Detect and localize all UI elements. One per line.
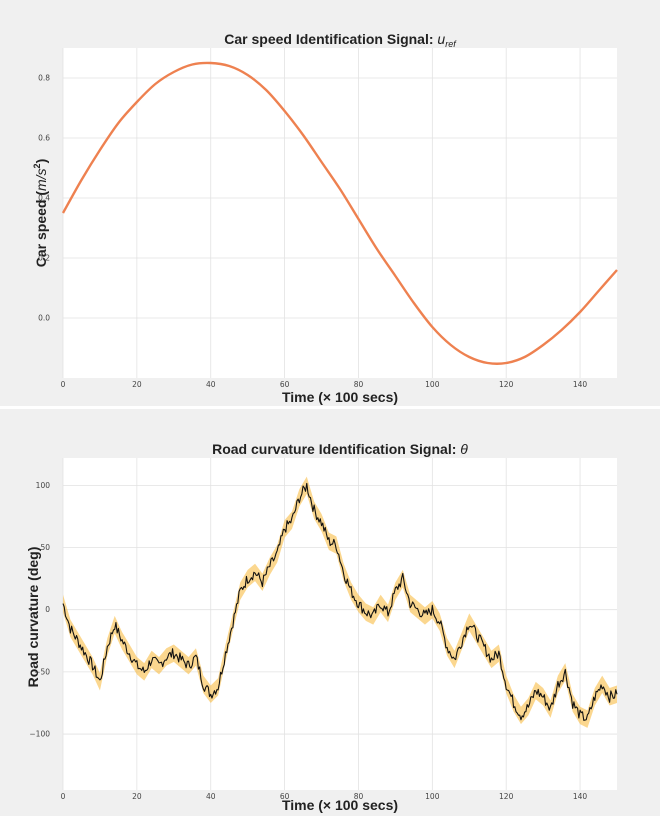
y-axis-label-top: Car speed (m/s2) bbox=[32, 159, 49, 268]
x-axis-label-bottom: Time (× 100 secs) bbox=[282, 797, 398, 813]
y-tick-label: −100 bbox=[29, 730, 50, 739]
chart-title-top-text: Car speed Identification Signal: bbox=[224, 31, 437, 47]
x-tick-label: 60 bbox=[280, 380, 290, 389]
x-tick-label: 140 bbox=[573, 380, 588, 389]
x-tick-label: 100 bbox=[425, 380, 440, 389]
grid-bottom bbox=[62, 458, 617, 790]
y-tick-label: 0.2 bbox=[38, 254, 50, 263]
chart-title-bottom-math: θ bbox=[460, 441, 468, 457]
series-bottom bbox=[62, 476, 618, 728]
chart-top: 0 20 40 60 80 100 120 140 0.0 0.2 0.4 0.6 0.8 Car s… bbox=[32, 31, 618, 405]
plot-area-top bbox=[63, 48, 617, 378]
x-tick-label: 40 bbox=[206, 380, 216, 389]
y-tick-label: 0.4 bbox=[38, 194, 50, 203]
y-tick-label: 0.8 bbox=[38, 74, 50, 83]
chart-bottom: 0 20 40 60 80 100 120 140 −100 −50 0 50 100 Road cu… bbox=[25, 441, 618, 813]
chart-title-top-math: u bbox=[437, 31, 445, 47]
x-ticks-top: 0 20 40 60 80 100 120 140 bbox=[61, 380, 588, 389]
series-line bbox=[61, 61, 618, 365]
y-axis-label-bottom: Road curvature (deg) bbox=[25, 547, 41, 688]
series-line bbox=[62, 482, 618, 721]
x-tick-label: 80 bbox=[354, 380, 364, 389]
panel-divider bbox=[0, 406, 660, 409]
x-tick-label: 40 bbox=[206, 792, 216, 801]
x-tick-label: 100 bbox=[425, 792, 440, 801]
y-tick-label: −50 bbox=[34, 667, 50, 676]
y-tick-label: 100 bbox=[36, 481, 51, 490]
x-tick-label: 20 bbox=[132, 792, 142, 801]
y-tick-label: 0.6 bbox=[38, 134, 50, 143]
x-tick-label: 20 bbox=[132, 380, 142, 389]
y-ticks-top: 0.0 0.2 0.4 0.6 0.8 bbox=[38, 74, 50, 323]
plot-area-bottom bbox=[63, 458, 617, 790]
y-axis-label-top-end: ) bbox=[33, 159, 49, 164]
y-tick-label: 0.0 bbox=[38, 314, 50, 323]
series-top bbox=[61, 61, 618, 365]
chart-title-bottom: Road curvature Identification Signal: θ bbox=[212, 441, 468, 457]
x-axis-label-top: Time (× 100 secs) bbox=[282, 389, 398, 405]
x-tick-label: 0 bbox=[61, 380, 66, 389]
chart-title-top: Car speed Identification Signal: uref bbox=[224, 31, 457, 49]
chart-title-top-sub: ref bbox=[445, 39, 457, 49]
y-tick-label: 50 bbox=[40, 543, 50, 552]
x-tick-label: 80 bbox=[354, 792, 364, 801]
y-axis-label-top-math: m/s bbox=[33, 168, 49, 191]
grid-top bbox=[62, 48, 617, 378]
x-ticks-bottom: 0 20 40 60 80 100 120 140 bbox=[61, 792, 588, 801]
y-axis-label-top-text: Car speed ( bbox=[33, 191, 49, 268]
x-tick-label: 60 bbox=[280, 792, 290, 801]
y-ticks-bottom: −100 −50 0 50 100 bbox=[29, 481, 50, 739]
chart-title-bottom-text: Road curvature Identification Signal: bbox=[212, 441, 460, 457]
x-tick-label: 0 bbox=[61, 792, 66, 801]
x-tick-label: 120 bbox=[499, 380, 514, 389]
y-axis-label-top-sup: 2 bbox=[32, 163, 42, 168]
y-tick-label: 0 bbox=[45, 605, 50, 614]
x-tick-label: 120 bbox=[499, 792, 514, 801]
x-tick-label: 140 bbox=[573, 792, 588, 801]
